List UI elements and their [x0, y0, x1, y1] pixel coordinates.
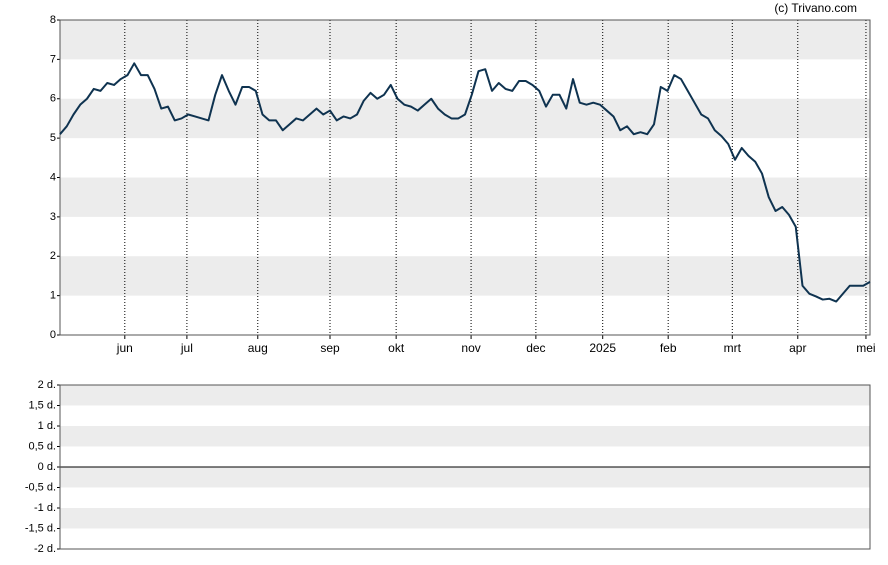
y-tick-label: 0 d.	[38, 461, 56, 473]
x-tick-label: dec	[526, 341, 545, 355]
band	[60, 20, 870, 60]
y-tick-label: -1 d.	[34, 502, 56, 514]
plot-border	[59, 19, 871, 336]
y-tick-label: -0,5 d.	[25, 481, 56, 493]
y-tick-label: 3	[50, 211, 56, 223]
x-tick-label: jul	[180, 341, 193, 355]
band	[60, 385, 870, 406]
y-tick-label: 6	[50, 93, 56, 105]
y-tick-label: 5	[50, 132, 56, 144]
band	[60, 177, 870, 217]
y-tick-label: 1 d.	[38, 420, 56, 432]
y-tick-label: 0,5 d.	[28, 440, 56, 452]
band	[60, 426, 870, 447]
y-tick-label: -2 d.	[34, 543, 56, 555]
band	[60, 508, 870, 529]
band	[60, 98, 870, 139]
x-tick-label: mrt	[724, 341, 742, 355]
y-tick-label: 8	[50, 14, 56, 26]
x-tick-label: mei	[856, 341, 875, 355]
y-tick-label: 4	[50, 171, 56, 183]
x-tick-label: 2025	[589, 341, 616, 355]
y-tick-label: 2 d.	[38, 379, 56, 391]
plot-border	[59, 384, 871, 550]
x-tick-label: okt	[388, 341, 405, 355]
credit: (c) Trivano.com	[774, 1, 857, 15]
price-line	[59, 62, 871, 303]
x-tick-label: aug	[248, 341, 268, 355]
x-tick-label: jun	[116, 341, 133, 355]
x-tick-label: sep	[320, 341, 340, 355]
x-tick-label: nov	[461, 341, 480, 355]
y-tick-label: 1,5 d.	[28, 399, 56, 411]
y-tick-label: 1	[50, 290, 56, 302]
band	[60, 467, 870, 488]
y-tick-label: -1,5 d.	[25, 522, 56, 534]
x-tick-label: apr	[789, 341, 806, 355]
y-tick-label: 0	[50, 329, 56, 341]
y-tick-label: 7	[50, 53, 56, 65]
band	[60, 256, 870, 296]
y-tick-label: 2	[50, 250, 56, 262]
x-tick-label: feb	[660, 341, 677, 355]
